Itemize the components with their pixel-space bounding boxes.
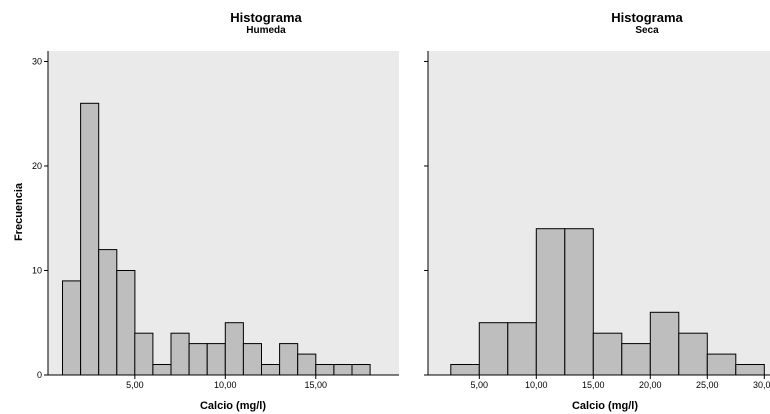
right-histogram-bar <box>649 311 680 376</box>
left-histogram-bar <box>188 343 208 376</box>
right-histogram-bar <box>507 322 537 376</box>
left-histogram-bar <box>279 343 299 376</box>
left-histogram-bar <box>152 364 172 376</box>
left-y-tick-label: 20 <box>32 161 42 171</box>
left-histogram-bar <box>224 322 244 376</box>
right-x-tick-label: 5,00 <box>471 380 489 390</box>
left-histogram-bar <box>261 364 281 376</box>
right-plot-area <box>428 51 770 375</box>
right-chart-subtitle: Seca <box>635 25 659 36</box>
right-histogram-bar <box>564 228 594 376</box>
right-x-tick-label: 10,00 <box>525 380 548 390</box>
left-y-tick-label: 0 <box>37 370 42 380</box>
left-histogram-bar <box>297 353 317 376</box>
right-histogram-bar <box>450 364 480 376</box>
right-x-tick-label: 20,00 <box>639 380 662 390</box>
left-histogram-bar <box>98 249 118 376</box>
left-histogram-bar <box>351 364 371 376</box>
right-x-axis-label: Calcio (mg/l) <box>571 400 638 412</box>
right-histogram-bar <box>706 353 737 376</box>
right-histogram-bar <box>478 322 509 376</box>
right-histogram-bar <box>621 343 651 376</box>
left-y-tick-label: 10 <box>32 265 42 275</box>
right-x-tick-label: 25,00 <box>696 380 719 390</box>
left-chart-title: Histograma <box>230 10 302 25</box>
right-chart-title: Histograma <box>611 10 683 25</box>
right-histogram-bar <box>735 364 765 376</box>
left-x-tick-label: 5,00 <box>126 380 144 390</box>
left-histogram-bar <box>315 364 335 376</box>
left-x-axis-label: Calcio (mg/l) <box>199 400 266 412</box>
left-histogram-bar <box>80 102 100 376</box>
left-histogram-bar <box>333 364 353 376</box>
left-histogram-bar <box>242 343 262 376</box>
left-histogram-bar <box>170 332 190 376</box>
left-y-tick-label: 30 <box>32 56 42 66</box>
left-histogram-bar <box>206 343 226 376</box>
left-x-tick-label: 15,00 <box>305 380 328 390</box>
right-histogram-bar <box>535 228 566 376</box>
left-histogram-bar <box>62 280 82 376</box>
left-x-tick-label: 10,00 <box>214 380 237 390</box>
left-chart-subtitle: Humeda <box>246 25 286 36</box>
right-x-tick-label: 15,00 <box>582 380 605 390</box>
left-histogram-bar <box>116 270 136 376</box>
right-histogram-bar <box>592 332 623 376</box>
right-histogram-bar <box>678 332 708 376</box>
right-x-tick-label: 30,00 <box>753 380 770 390</box>
left-histogram-bar <box>134 332 154 376</box>
